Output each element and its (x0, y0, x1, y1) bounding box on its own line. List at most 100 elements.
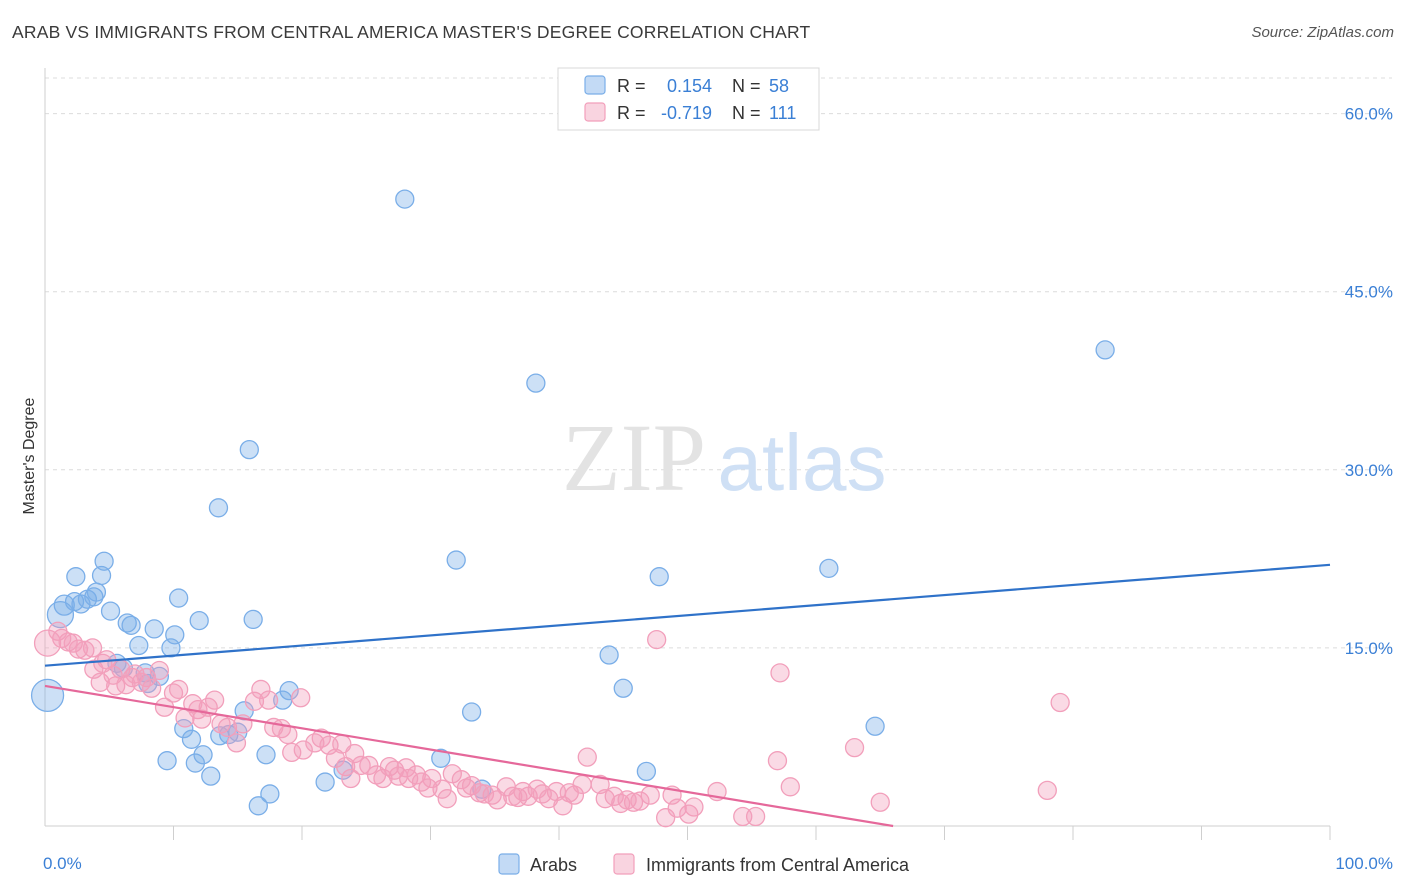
central-america-point (630, 791, 650, 811)
legend-r-value: -0.719 (661, 103, 712, 123)
arabs-trend-line (44, 563, 1331, 667)
central-america-point (590, 774, 610, 795)
central-america-point (684, 797, 704, 817)
central-america-point (68, 639, 89, 659)
central-america-point (418, 778, 438, 798)
central-america-point (508, 787, 528, 808)
central-america-point (168, 679, 189, 700)
arabs-point (599, 645, 619, 665)
central-america-point (844, 737, 865, 758)
legend-n-value: 111 (769, 103, 796, 123)
central-america-point (163, 683, 184, 703)
central-america-trend-line (44, 684, 894, 828)
y-tick-label: 45.0% (1345, 283, 1393, 302)
legend-swatch (584, 102, 606, 122)
central-america-point (311, 728, 331, 748)
central-america-point (437, 789, 457, 809)
central-america-point (572, 774, 592, 795)
arabs-point (613, 678, 633, 698)
legend-n-label: N = (732, 76, 761, 96)
central-america-point (63, 633, 83, 653)
bottom-legend: Arabs Immigrants from Central America (498, 853, 910, 875)
watermark-atlas: atlas (718, 418, 887, 507)
central-america-point (142, 678, 162, 698)
central-america-point (345, 743, 365, 764)
arabs-point (395, 189, 415, 209)
central-america-point (122, 667, 143, 688)
y-tick-label: 60.0% (1345, 105, 1393, 124)
arabs-point (243, 609, 263, 630)
central-america-point (745, 806, 766, 827)
axes: Master's Degree (21, 68, 1331, 840)
central-america-point (282, 742, 302, 763)
central-america-point (75, 640, 95, 660)
central-america-point (204, 690, 225, 710)
legend-r-label: R = (617, 76, 646, 96)
arabs-point (165, 625, 185, 645)
central-america-legend-label: Immigrants from Central America (646, 855, 910, 875)
central-america-point (351, 755, 371, 776)
arabs-point (819, 558, 839, 579)
central-america-point (183, 694, 203, 714)
arabs-legend-swatch (498, 853, 520, 875)
arabs-point (256, 745, 276, 765)
arabs-point (431, 748, 451, 768)
legend: R = 0.154 N = 58 R = -0.719 N = 111 (557, 67, 820, 131)
legend-swatch (584, 75, 606, 95)
arabs-point (649, 567, 669, 587)
y-tick-label: 15.0% (1345, 639, 1393, 658)
central-america-point (149, 660, 170, 681)
source-note: Source: ZipAtlas.com (1251, 24, 1394, 41)
y-tick-label: 30.0% (1345, 461, 1393, 480)
arabs-point (86, 582, 107, 602)
central-america-point (226, 733, 247, 753)
arabs-point (279, 680, 299, 701)
arabs-legend-label: Arabs (530, 855, 577, 875)
arabs-point (526, 373, 546, 393)
central-america-point (82, 638, 103, 658)
arabs-point (636, 761, 657, 782)
arabs-point (121, 615, 141, 635)
central-america-point (564, 785, 585, 805)
central-america-point (870, 792, 890, 812)
central-america-point (217, 717, 238, 738)
arabs-point (239, 439, 259, 460)
central-america-point (258, 690, 279, 710)
arabs-point (53, 594, 75, 616)
central-america-point (647, 629, 667, 650)
legend-r-label: R = (617, 103, 646, 123)
arabs-point (865, 716, 885, 736)
arabs-point (208, 498, 229, 518)
central-america-point (251, 679, 271, 700)
arabs-point (91, 565, 112, 586)
central-america-point (623, 792, 644, 812)
central-america-point (767, 751, 788, 771)
central-america-point (1037, 780, 1057, 801)
arabs-point (446, 550, 466, 570)
arabs-point (260, 784, 280, 804)
arabs-point (129, 635, 149, 656)
central-america-point (33, 629, 62, 657)
central-america-point (278, 724, 298, 745)
legend-n-label: N = (732, 103, 761, 123)
central-america-point (192, 709, 212, 729)
x-tick-label-min: 0.0% (43, 854, 82, 873)
arabs-point (181, 729, 202, 749)
central-america-point (780, 777, 800, 797)
watermark: ZIP atlas (562, 404, 886, 511)
arabs-point (248, 796, 268, 816)
arabs-point (168, 588, 189, 608)
grid-lines (45, 77, 1392, 649)
central-america-point (667, 798, 687, 818)
legend-n-value: 58 (769, 76, 789, 96)
arabs-point (94, 551, 114, 571)
arabs-point (1095, 340, 1115, 360)
arabs-point (315, 772, 335, 792)
arabs-point (66, 567, 86, 587)
central-america-point (336, 756, 356, 777)
arabs-point (30, 678, 65, 713)
arabs-point (189, 610, 209, 631)
trend-lines (44, 563, 1331, 828)
arabs-point (144, 619, 164, 639)
